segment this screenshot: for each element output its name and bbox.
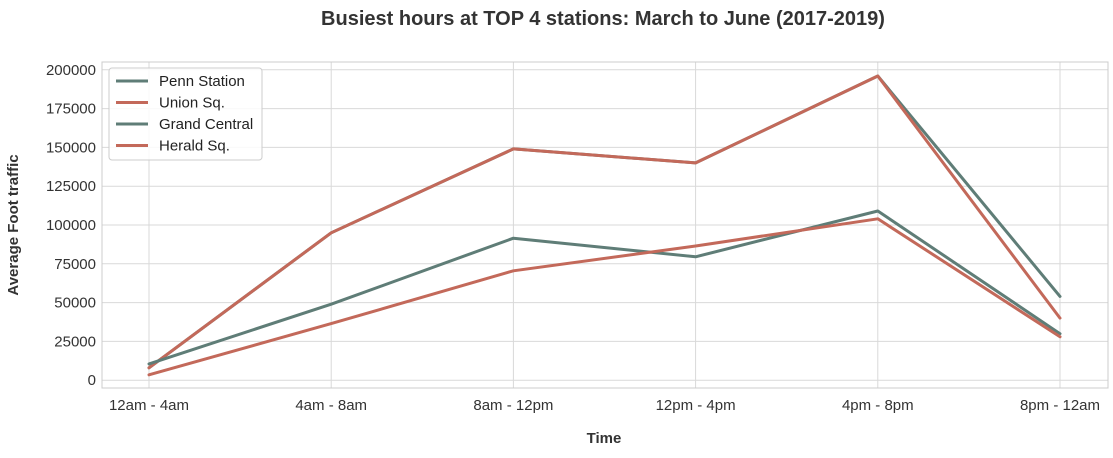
x-tick-label: 12am - 4am [109, 397, 189, 414]
series-line-union-sq [147, 74, 1062, 370]
y-tick-label: 100000 [46, 217, 96, 234]
x-axis-ticks: 12am - 4am 4am - 8am 8am - 12pm 12pm - 4pm 4… [109, 397, 1100, 414]
y-tick-label: 25000 [54, 333, 96, 350]
y-axis-label: Average Foot traffic [5, 154, 22, 295]
y-tick-label: 50000 [54, 295, 96, 312]
x-tick-label: 12pm - 4pm [656, 397, 736, 414]
x-tick-label: 8am - 12pm [473, 397, 553, 414]
series-lines [147, 74, 1062, 377]
x-tick-label: 4pm - 8pm [842, 397, 914, 414]
legend-label-union-sq: Union Sq. [159, 95, 225, 112]
grid [102, 62, 1108, 388]
series-line-grand-central [147, 209, 1062, 366]
y-tick-label: 175000 [46, 101, 96, 118]
x-axis-label: Time [587, 430, 622, 447]
x-tick-label: 4am - 8am [295, 397, 367, 414]
y-tick-label: 75000 [54, 256, 96, 273]
chart-title: Busiest hours at TOP 4 stations: March t… [321, 8, 885, 30]
series-line-penn-station [147, 74, 1062, 370]
legend-label-grand-central: Grand Central [159, 116, 253, 133]
plot-area-frame [101, 61, 1109, 389]
y-axis-ticks: 0 25000 50000 75000 100000 125000 150000 175000… [46, 62, 96, 389]
y-tick-label: 0 [88, 372, 96, 389]
y-tick-label: 125000 [46, 178, 96, 195]
legend-label-penn-station: Penn Station [159, 73, 245, 90]
legend-label-herald-sq: Herald Sq. [159, 138, 230, 155]
legend-items: Penn Station Union Sq. Grand Central Herald… [116, 73, 253, 155]
series-line-herald-sq [147, 217, 1062, 377]
legend: Penn Station Union Sq. Grand Central Herald… [108, 67, 263, 161]
y-tick-label: 200000 [46, 62, 96, 79]
x-tick-label: 8pm - 12am [1020, 397, 1100, 414]
legend-box [108, 67, 263, 161]
y-tick-label: 150000 [46, 139, 96, 156]
